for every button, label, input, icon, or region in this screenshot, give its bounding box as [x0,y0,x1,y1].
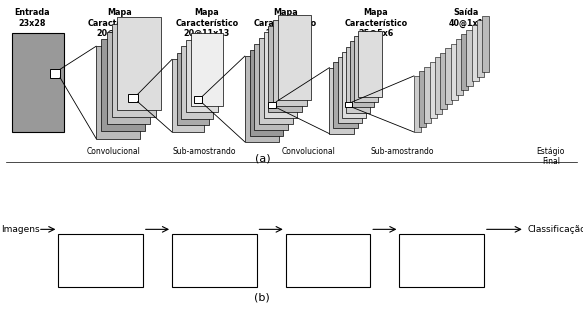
Polygon shape [58,234,143,287]
Text: Extração de
Característica: Extração de Característica [296,251,360,270]
Polygon shape [50,69,60,78]
Text: Classificador: Classificador [413,256,470,265]
Polygon shape [278,15,311,100]
Polygon shape [186,40,218,112]
Polygon shape [482,16,489,72]
Text: Estágio
Final: Estágio Final [537,147,565,166]
Text: Sub-amostrando: Sub-amostrando [173,147,236,156]
Polygon shape [329,68,354,134]
Polygon shape [177,53,209,125]
Polygon shape [345,102,352,107]
Text: (b): (b) [254,292,271,302]
Polygon shape [286,234,370,287]
Text: Classificação: Classificação [528,225,583,234]
Polygon shape [354,36,378,102]
Polygon shape [466,30,473,86]
Polygon shape [440,53,447,109]
Polygon shape [358,31,382,97]
Polygon shape [96,46,140,139]
Text: Mapa
Característico
25@9x11: Mapa Característico 25@9x11 [254,8,317,38]
Polygon shape [172,234,257,287]
Polygon shape [430,62,437,118]
Polygon shape [419,71,426,127]
Polygon shape [477,20,484,77]
Polygon shape [128,94,138,102]
Polygon shape [346,47,370,113]
Text: Mapa
Característico
20@11x13: Mapa Característico 20@11x13 [175,8,238,38]
Text: Convolucional: Convolucional [282,147,336,156]
Polygon shape [12,33,64,132]
Polygon shape [461,34,468,90]
Polygon shape [117,17,161,110]
Polygon shape [456,39,463,95]
Polygon shape [254,44,288,130]
Polygon shape [424,67,431,123]
Polygon shape [399,234,484,287]
Text: (a): (a) [255,153,270,163]
Text: Entrada
23x28: Entrada 23x28 [14,8,50,28]
Polygon shape [472,25,479,81]
Polygon shape [342,52,366,118]
Polygon shape [264,32,297,118]
Polygon shape [338,57,362,123]
Text: Mapa
Característico
20@21x26: Mapa Característico 20@21x26 [88,8,151,38]
Text: Mapa
Característico
25@5x6: Mapa Característico 25@5x6 [345,8,408,38]
Polygon shape [350,41,374,107]
Text: Convolucional: Convolucional [87,147,141,156]
Polygon shape [245,56,279,142]
Text: Redução de
Dimensão: Redução de Dimensão [188,251,241,270]
Polygon shape [435,57,442,114]
Polygon shape [172,59,204,132]
Polygon shape [414,76,421,132]
Text: Saída
40@1x1: Saída 40@1x1 [449,8,484,28]
Polygon shape [194,96,202,103]
Polygon shape [259,38,293,124]
Polygon shape [273,20,307,106]
Polygon shape [445,48,452,104]
Polygon shape [268,102,276,108]
Polygon shape [101,39,145,131]
Text: Imagens: Imagens [1,225,40,234]
Polygon shape [250,50,283,136]
Polygon shape [191,33,223,106]
Polygon shape [451,44,458,100]
Polygon shape [107,32,150,124]
Text: Imagem
Amostrada: Imagem Amostrada [76,251,125,270]
Text: Sub-amostrando: Sub-amostrando [371,147,434,156]
Polygon shape [268,26,302,112]
Polygon shape [333,62,358,128]
Polygon shape [112,24,156,117]
Polygon shape [181,46,213,119]
